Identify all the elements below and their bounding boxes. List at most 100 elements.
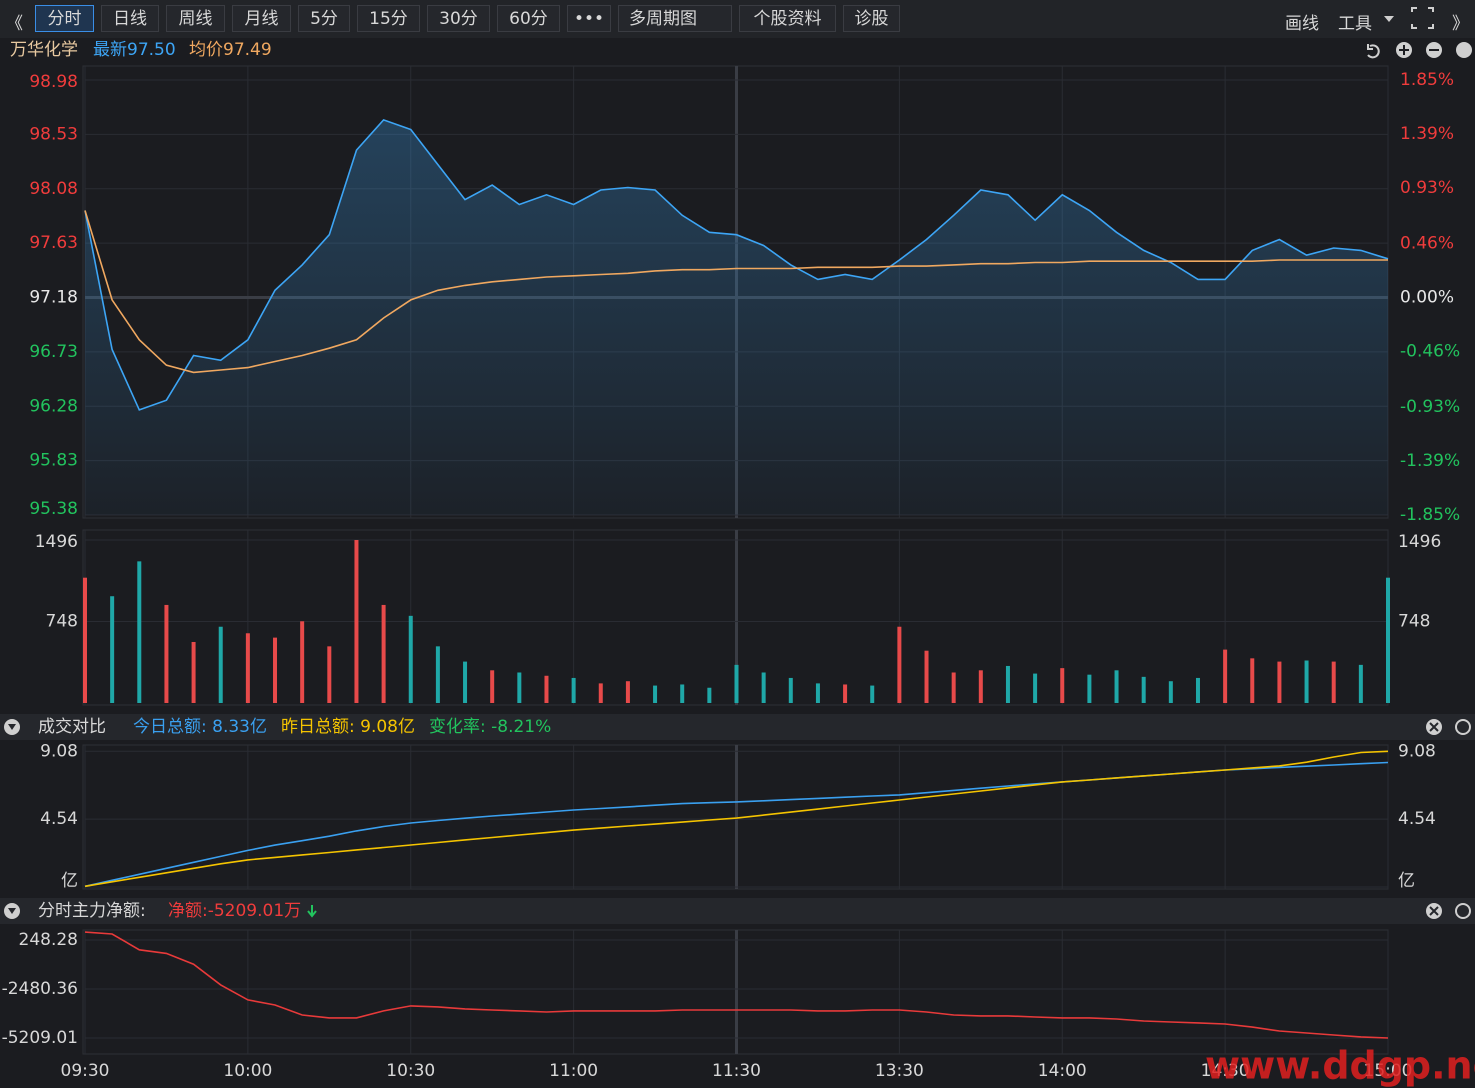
- series-line: [84, 931, 1389, 1039]
- y2-tick-label: -0.93%: [1400, 397, 1460, 417]
- volume-bar: [1250, 658, 1255, 703]
- collapse-left[interactable]: 《: [6, 14, 23, 34]
- volume-bar: [598, 683, 603, 703]
- more-icon[interactable]: [1456, 42, 1472, 58]
- volume-bar: [1195, 677, 1200, 703]
- volume-bar: [1087, 674, 1092, 703]
- tab-button[interactable]: 月线: [232, 5, 291, 32]
- y-tick-label-right: 亿: [1398, 871, 1415, 891]
- volume-bar: [1331, 661, 1336, 703]
- x-tick-label: 11:00: [549, 1061, 598, 1081]
- tools-button[interactable]: 工具: [1338, 14, 1372, 34]
- draw-button[interactable]: 画线: [1285, 14, 1319, 34]
- tab-button[interactable]: 30分: [427, 5, 490, 32]
- volume-bar: [1358, 664, 1363, 703]
- header-bg: [0, 714, 1475, 740]
- volume-bar: [273, 637, 278, 703]
- volume-bar: [1114, 670, 1119, 703]
- volume-bar: [191, 641, 196, 703]
- x-tick-label: 09:30: [61, 1061, 110, 1081]
- y-tick-label: 98.08: [29, 179, 78, 199]
- volume-bar: [1141, 676, 1146, 703]
- volume-bar: [1033, 673, 1038, 703]
- volume-bar: [300, 621, 305, 703]
- x-tick-label: 10:00: [223, 1061, 272, 1081]
- volume-bar: [1168, 681, 1173, 703]
- volume-bar: [924, 650, 929, 703]
- y-tick-label: 98.98: [29, 72, 78, 92]
- series-line: [84, 750, 1389, 888]
- down-arrow-icon: [307, 905, 317, 918]
- tab-button[interactable]: 60分: [497, 5, 560, 32]
- fullscreen-icon[interactable]: [1411, 7, 1434, 29]
- volume-bar: [571, 677, 576, 703]
- settings-icon[interactable]: [1455, 719, 1471, 735]
- y2-tick-label: 0.93%: [1400, 178, 1454, 198]
- x-tick-label: 14:30: [1201, 1061, 1250, 1081]
- panel-title: 分时主力净额:: [38, 901, 146, 921]
- volume-bar: [1005, 665, 1010, 703]
- volume-bar: [137, 561, 142, 703]
- y-tick-label: 96.73: [29, 342, 78, 362]
- tab-button[interactable]: 日线: [101, 5, 159, 32]
- panel-title: 成交对比: [38, 717, 106, 737]
- volume-bar: [1304, 660, 1309, 703]
- x-tick-label: 15:00: [1364, 1061, 1413, 1081]
- volume-bar: [761, 672, 766, 703]
- y2-tick-label: 1.85%: [1400, 70, 1454, 90]
- y-tick-label: 1496: [35, 532, 78, 552]
- header-bg: [0, 898, 1475, 924]
- y-tick-label: -5209.01: [2, 1028, 78, 1048]
- volume-bar: [680, 684, 685, 703]
- volume-bar: [951, 672, 956, 703]
- volume-bar: [83, 577, 87, 703]
- volume-bar: [110, 596, 115, 703]
- volume-bar: [327, 646, 332, 703]
- stock-name: 万华化学: [10, 40, 78, 60]
- y-tick-label: -2480.36: [2, 979, 78, 999]
- more-button[interactable]: •••: [567, 5, 611, 32]
- volume-bar: [408, 615, 413, 703]
- volume-bar: [1223, 649, 1228, 703]
- y-tick-label: 98.53: [29, 124, 78, 144]
- net-amount: 净额:-5209.01万: [168, 901, 301, 921]
- y-tick-label-right: 748: [1398, 612, 1430, 632]
- x-tick-label: 11:30: [712, 1061, 761, 1081]
- volume-bar: [435, 646, 440, 703]
- settings-icon[interactable]: [1455, 903, 1471, 919]
- y-tick-label: 748: [46, 612, 78, 632]
- tab-button[interactable]: 5分: [298, 5, 350, 32]
- yesterday-total: 昨日总额: 9.08亿: [281, 717, 415, 737]
- y-tick-label: 248.28: [19, 930, 78, 950]
- volume-bar: [381, 604, 386, 703]
- undo-icon[interactable]: [1367, 44, 1380, 59]
- volume-bar: [245, 633, 250, 703]
- volume-bar: [625, 681, 630, 703]
- dropdown-icon[interactable]: [1384, 16, 1394, 22]
- tab-button[interactable]: 个股资料: [739, 5, 836, 32]
- tab-button[interactable]: 多周期图: [618, 5, 732, 32]
- x-tick-label: 10:30: [386, 1061, 435, 1081]
- volume-bar: [978, 670, 983, 703]
- volume-bar: [653, 685, 658, 703]
- volume-bar: [463, 661, 468, 703]
- y-tick-label: 4.54: [40, 809, 78, 829]
- y-tick-label-right: 1496: [1398, 532, 1441, 552]
- volume-bar: [517, 672, 522, 703]
- tab-button[interactable]: 分时: [35, 5, 94, 32]
- change-rate: 变化率: -8.21%: [429, 717, 551, 737]
- volume-bar: [815, 683, 820, 703]
- tab-button[interactable]: 15分: [357, 5, 420, 32]
- today-total: 今日总额: 8.33亿: [133, 717, 267, 737]
- latest-price: 最新97.50: [93, 40, 176, 60]
- average-price: 均价97.49: [189, 40, 272, 60]
- y-tick-label-right: 9.08: [1398, 741, 1436, 761]
- y-tick-label: 97.18: [29, 288, 78, 308]
- tab-button[interactable]: 诊股: [843, 5, 900, 32]
- y-tick-label: 97.63: [29, 233, 78, 253]
- collapse-right[interactable]: 》: [1452, 14, 1469, 34]
- tab-button[interactable]: 周线: [166, 5, 225, 32]
- y-tick-label: 9.08: [40, 741, 78, 761]
- y-tick-label: 亿: [61, 871, 78, 891]
